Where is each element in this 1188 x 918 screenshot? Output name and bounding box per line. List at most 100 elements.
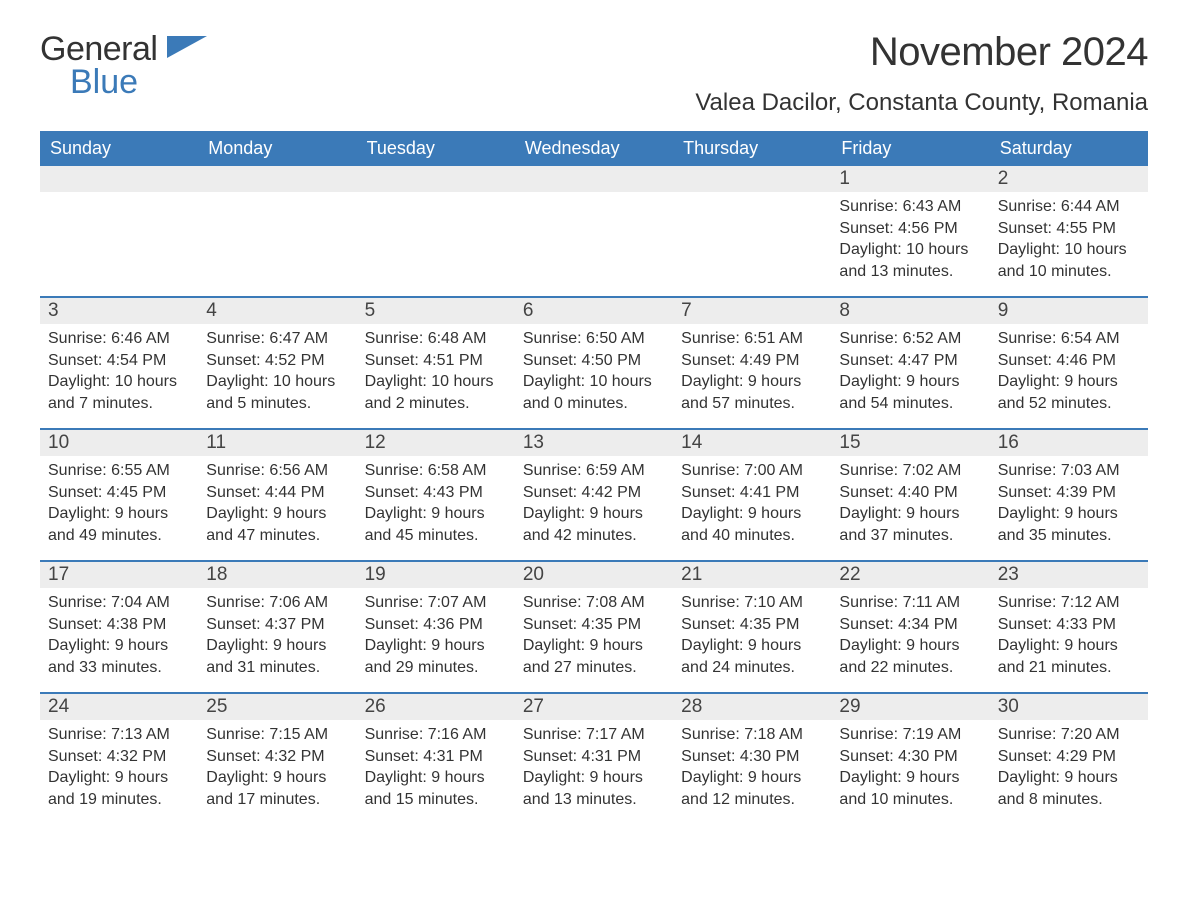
day-details: Sunrise: 7:12 AMSunset: 4:33 PMDaylight:… xyxy=(990,588,1148,682)
day-number xyxy=(673,166,831,192)
weekday-header: Sunday xyxy=(40,131,198,166)
sunset-text: Sunset: 4:30 PM xyxy=(681,746,823,768)
day-details: Sunrise: 7:15 AMSunset: 4:32 PMDaylight:… xyxy=(198,720,356,814)
day-cell: 3Sunrise: 6:46 AMSunset: 4:54 PMDaylight… xyxy=(40,298,198,428)
sunrise-text: Sunrise: 6:47 AM xyxy=(206,328,348,350)
sunset-text: Sunset: 4:30 PM xyxy=(839,746,981,768)
day-number: 29 xyxy=(831,694,989,720)
weekday-header: Friday xyxy=(831,131,989,166)
day-number: 3 xyxy=(40,298,198,324)
day-number: 24 xyxy=(40,694,198,720)
sunrise-text: Sunrise: 7:16 AM xyxy=(365,724,507,746)
daylight-text: Daylight: 9 hours and 49 minutes. xyxy=(48,503,190,546)
day-number: 27 xyxy=(515,694,673,720)
sunrise-text: Sunrise: 7:17 AM xyxy=(523,724,665,746)
header: General Blue November 2024 Valea Dacilor… xyxy=(40,30,1148,117)
week-row: 3Sunrise: 6:46 AMSunset: 4:54 PMDaylight… xyxy=(40,296,1148,428)
day-cell: 4Sunrise: 6:47 AMSunset: 4:52 PMDaylight… xyxy=(198,298,356,428)
sunset-text: Sunset: 4:29 PM xyxy=(998,746,1140,768)
day-number: 7 xyxy=(673,298,831,324)
sunrise-text: Sunrise: 6:51 AM xyxy=(681,328,823,350)
day-cell: 29Sunrise: 7:19 AMSunset: 4:30 PMDayligh… xyxy=(831,694,989,824)
weekday-header: Tuesday xyxy=(357,131,515,166)
daylight-text: Daylight: 10 hours and 0 minutes. xyxy=(523,371,665,414)
day-number: 23 xyxy=(990,562,1148,588)
location-subtitle: Valea Dacilor, Constanta County, Romania xyxy=(695,89,1148,117)
day-details: Sunrise: 7:00 AMSunset: 4:41 PMDaylight:… xyxy=(673,456,831,550)
sunset-text: Sunset: 4:39 PM xyxy=(998,482,1140,504)
day-details: Sunrise: 6:44 AMSunset: 4:55 PMDaylight:… xyxy=(990,192,1148,286)
sunset-text: Sunset: 4:43 PM xyxy=(365,482,507,504)
logo-flag-icon xyxy=(167,30,207,69)
day-details: Sunrise: 7:19 AMSunset: 4:30 PMDaylight:… xyxy=(831,720,989,814)
day-cell: 17Sunrise: 7:04 AMSunset: 4:38 PMDayligh… xyxy=(40,562,198,692)
day-cell: 28Sunrise: 7:18 AMSunset: 4:30 PMDayligh… xyxy=(673,694,831,824)
sunset-text: Sunset: 4:50 PM xyxy=(523,350,665,372)
day-cell: 30Sunrise: 7:20 AMSunset: 4:29 PMDayligh… xyxy=(990,694,1148,824)
day-number: 5 xyxy=(357,298,515,324)
day-details: Sunrise: 6:43 AMSunset: 4:56 PMDaylight:… xyxy=(831,192,989,286)
day-details: Sunrise: 6:46 AMSunset: 4:54 PMDaylight:… xyxy=(40,324,198,418)
week-row: 10Sunrise: 6:55 AMSunset: 4:45 PMDayligh… xyxy=(40,428,1148,560)
sunset-text: Sunset: 4:35 PM xyxy=(681,614,823,636)
day-cell xyxy=(673,166,831,296)
day-details: Sunrise: 7:07 AMSunset: 4:36 PMDaylight:… xyxy=(357,588,515,682)
day-details: Sunrise: 7:13 AMSunset: 4:32 PMDaylight:… xyxy=(40,720,198,814)
sunrise-text: Sunrise: 7:07 AM xyxy=(365,592,507,614)
daylight-text: Daylight: 9 hours and 10 minutes. xyxy=(839,767,981,810)
weekday-header-row: Sunday Monday Tuesday Wednesday Thursday… xyxy=(40,131,1148,166)
daylight-text: Daylight: 9 hours and 42 minutes. xyxy=(523,503,665,546)
day-cell: 25Sunrise: 7:15 AMSunset: 4:32 PMDayligh… xyxy=(198,694,356,824)
sunrise-text: Sunrise: 6:58 AM xyxy=(365,460,507,482)
sunrise-text: Sunrise: 7:13 AM xyxy=(48,724,190,746)
day-details: Sunrise: 6:54 AMSunset: 4:46 PMDaylight:… xyxy=(990,324,1148,418)
daylight-text: Daylight: 9 hours and 37 minutes. xyxy=(839,503,981,546)
day-number: 22 xyxy=(831,562,989,588)
day-number: 20 xyxy=(515,562,673,588)
sunrise-text: Sunrise: 6:55 AM xyxy=(48,460,190,482)
sunrise-text: Sunrise: 6:59 AM xyxy=(523,460,665,482)
sunset-text: Sunset: 4:32 PM xyxy=(48,746,190,768)
daylight-text: Daylight: 9 hours and 13 minutes. xyxy=(523,767,665,810)
sunrise-text: Sunrise: 7:10 AM xyxy=(681,592,823,614)
sunset-text: Sunset: 4:52 PM xyxy=(206,350,348,372)
sunrise-text: Sunrise: 6:52 AM xyxy=(839,328,981,350)
day-cell: 2Sunrise: 6:44 AMSunset: 4:55 PMDaylight… xyxy=(990,166,1148,296)
day-details: Sunrise: 7:06 AMSunset: 4:37 PMDaylight:… xyxy=(198,588,356,682)
sunrise-text: Sunrise: 6:54 AM xyxy=(998,328,1140,350)
daylight-text: Daylight: 9 hours and 15 minutes. xyxy=(365,767,507,810)
day-cell: 7Sunrise: 6:51 AMSunset: 4:49 PMDaylight… xyxy=(673,298,831,428)
sunset-text: Sunset: 4:40 PM xyxy=(839,482,981,504)
week-row: 24Sunrise: 7:13 AMSunset: 4:32 PMDayligh… xyxy=(40,692,1148,824)
day-cell xyxy=(515,166,673,296)
day-cell xyxy=(40,166,198,296)
day-cell: 20Sunrise: 7:08 AMSunset: 4:35 PMDayligh… xyxy=(515,562,673,692)
day-cell: 5Sunrise: 6:48 AMSunset: 4:51 PMDaylight… xyxy=(357,298,515,428)
day-cell: 18Sunrise: 7:06 AMSunset: 4:37 PMDayligh… xyxy=(198,562,356,692)
day-number: 25 xyxy=(198,694,356,720)
daylight-text: Daylight: 10 hours and 7 minutes. xyxy=(48,371,190,414)
day-number: 21 xyxy=(673,562,831,588)
day-number: 19 xyxy=(357,562,515,588)
calendar: Sunday Monday Tuesday Wednesday Thursday… xyxy=(40,131,1148,824)
daylight-text: Daylight: 9 hours and 8 minutes. xyxy=(998,767,1140,810)
day-cell: 8Sunrise: 6:52 AMSunset: 4:47 PMDaylight… xyxy=(831,298,989,428)
daylight-text: Daylight: 10 hours and 13 minutes. xyxy=(839,239,981,282)
daylight-text: Daylight: 9 hours and 22 minutes. xyxy=(839,635,981,678)
day-cell: 16Sunrise: 7:03 AMSunset: 4:39 PMDayligh… xyxy=(990,430,1148,560)
day-details: Sunrise: 7:03 AMSunset: 4:39 PMDaylight:… xyxy=(990,456,1148,550)
day-number xyxy=(198,166,356,192)
sunset-text: Sunset: 4:38 PM xyxy=(48,614,190,636)
day-cell: 27Sunrise: 7:17 AMSunset: 4:31 PMDayligh… xyxy=(515,694,673,824)
week-row: 17Sunrise: 7:04 AMSunset: 4:38 PMDayligh… xyxy=(40,560,1148,692)
daylight-text: Daylight: 9 hours and 12 minutes. xyxy=(681,767,823,810)
day-cell: 23Sunrise: 7:12 AMSunset: 4:33 PMDayligh… xyxy=(990,562,1148,692)
sunrise-text: Sunrise: 7:08 AM xyxy=(523,592,665,614)
sunset-text: Sunset: 4:49 PM xyxy=(681,350,823,372)
day-number: 15 xyxy=(831,430,989,456)
day-cell: 15Sunrise: 7:02 AMSunset: 4:40 PMDayligh… xyxy=(831,430,989,560)
weekday-header: Thursday xyxy=(673,131,831,166)
sunrise-text: Sunrise: 6:46 AM xyxy=(48,328,190,350)
day-cell: 9Sunrise: 6:54 AMSunset: 4:46 PMDaylight… xyxy=(990,298,1148,428)
sunrise-text: Sunrise: 7:00 AM xyxy=(681,460,823,482)
